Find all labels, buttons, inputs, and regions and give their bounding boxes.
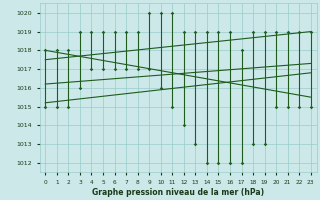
X-axis label: Graphe pression niveau de la mer (hPa): Graphe pression niveau de la mer (hPa)	[92, 188, 264, 197]
